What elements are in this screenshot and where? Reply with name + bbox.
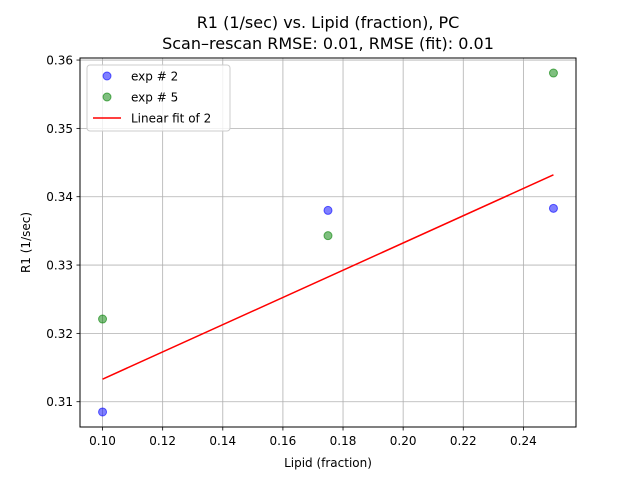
x-tick-label: 0.12 — [149, 434, 176, 448]
y-tick-label: 0.32 — [46, 327, 73, 341]
legend-box — [86, 64, 231, 132]
y-axis-label: R1 (1/sec) — [19, 212, 33, 273]
y-tick-label: 0.35 — [46, 122, 73, 136]
data-point-series-0 — [98, 407, 108, 417]
x-tick-label: 0.20 — [390, 434, 417, 448]
x-tick-label: 0.18 — [330, 434, 357, 448]
chart-title: R1 (1/sec) vs. Lipid (fraction), PC — [197, 13, 460, 32]
x-tick-label: 0.22 — [450, 434, 477, 448]
legend-label-exp-2: exp # 2 — [131, 70, 178, 84]
data-point-series-1 — [98, 314, 108, 324]
x-axis-label: Lipid (fraction) — [284, 456, 372, 470]
data-point-series-0 — [548, 203, 558, 213]
x-tick-label: 0.10 — [89, 434, 116, 448]
chart-subtitle: Scan–rescan RMSE: 0.01, RMSE (fit): 0.01 — [162, 34, 494, 53]
x-tick-label: 0.24 — [510, 434, 537, 448]
y-tick-label: 0.36 — [46, 54, 73, 68]
data-point-series-1 — [323, 231, 333, 241]
legend-marker-exp-5 — [102, 92, 112, 102]
plot-series — [98, 68, 558, 417]
data-point-series-0 — [323, 205, 333, 215]
axes-frame — [79, 57, 577, 428]
axis-ticks: 0.10 0.12 0.14 0.16 0.18 0.20 0.22 0.24 0.31 0.32… — [46, 54, 536, 448]
data-point-series-1 — [548, 68, 558, 78]
y-tick-label: 0.34 — [46, 190, 73, 204]
legend: exp # 2 exp # 5 Linear fit of 2 — [86, 64, 231, 132]
legend-label-linear-fit: Linear fit of 2 — [131, 112, 211, 126]
x-tick-label: 0.16 — [270, 434, 297, 448]
x-tick-label: 0.14 — [209, 434, 236, 448]
series-line-2 — [102, 174, 554, 380]
y-tick-label: 0.31 — [46, 395, 73, 409]
y-tick-label: 0.33 — [46, 259, 73, 273]
legend-marker-exp-2 — [102, 71, 112, 81]
legend-label-exp-5: exp # 5 — [131, 91, 178, 105]
